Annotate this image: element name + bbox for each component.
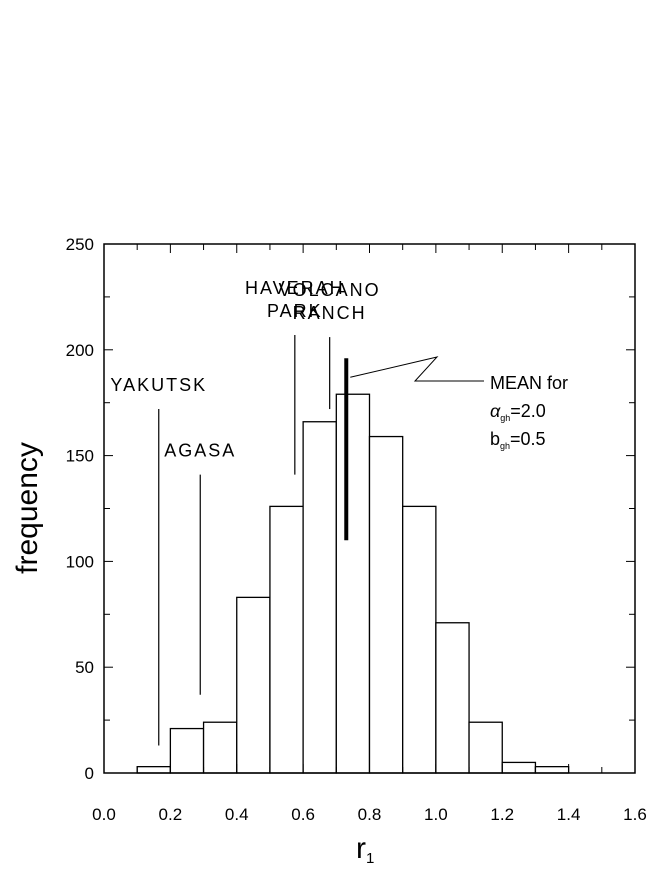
x-tick-label-2: 0.4 bbox=[225, 805, 249, 824]
histogram-bars bbox=[136, 393, 570, 774]
x-axis-title-main: r bbox=[356, 832, 366, 865]
histogram-bar-4 bbox=[269, 505, 304, 774]
alpha-symbol: α bbox=[490, 401, 501, 421]
y-tick-label-3: 150 bbox=[66, 447, 94, 466]
histogram-bar-3 bbox=[236, 596, 271, 774]
alpha-subscript: gh bbox=[500, 413, 510, 423]
histogram-bar-9 bbox=[435, 622, 470, 774]
experiment-label-3-0: VOLCANO bbox=[279, 280, 381, 300]
alpha-value: =2.0 bbox=[510, 401, 546, 421]
y-tick-label-4: 200 bbox=[66, 341, 94, 360]
tick-labels: 0.0 0.2 0.4 0.6 0.8 1.0 1.2 1.4 1.6 0 50 100 150 200 2… bbox=[66, 235, 647, 824]
histogram-bar-1 bbox=[169, 727, 205, 774]
y-axis-title: frequency bbox=[11, 442, 44, 574]
experiment-label-1-0: AGASA bbox=[164, 441, 236, 461]
histogram-bar-0 bbox=[136, 766, 172, 774]
histogram-bar-7 bbox=[368, 435, 404, 774]
experiment-label-2-0: HAVERAH bbox=[245, 278, 345, 298]
x-tick-label-4: 0.8 bbox=[358, 805, 382, 824]
axis-ticks bbox=[103, 243, 636, 774]
x-tick-label-8: 1.6 bbox=[623, 805, 647, 824]
y-tick-label-5: 250 bbox=[66, 235, 94, 254]
histogram-bar-8 bbox=[402, 505, 437, 774]
y-tick-label-0: 0 bbox=[85, 764, 94, 783]
b-value: =0.5 bbox=[510, 429, 546, 449]
mean-label-line1: MEAN for bbox=[490, 373, 568, 393]
histogram-bar-12 bbox=[534, 766, 570, 774]
experiment-label-3-1: RANCH bbox=[293, 303, 367, 323]
x-tick-label-0: 0.0 bbox=[92, 805, 116, 824]
b-symbol: b bbox=[490, 429, 500, 449]
histogram-bar-10 bbox=[468, 721, 503, 774]
histogram-bar-11 bbox=[501, 761, 537, 774]
x-tick-label-3: 0.6 bbox=[291, 805, 315, 824]
experiment-label-2-1: PARK bbox=[267, 301, 323, 321]
mean-pointer-line bbox=[350, 356, 484, 382]
mean-label-b: bgh=0.5 bbox=[490, 429, 546, 451]
x-tick-label-7: 1.4 bbox=[557, 805, 581, 824]
histogram-bar-6 bbox=[335, 393, 371, 774]
mean-label-alpha: αgh=2.0 bbox=[490, 401, 546, 423]
x-tick-label-5: 1.0 bbox=[424, 805, 448, 824]
histogram-bar-5 bbox=[302, 421, 337, 774]
y-tick-label-1: 50 bbox=[75, 658, 94, 677]
x-axis-title-subscript: 1 bbox=[366, 850, 374, 867]
x-axis-title: r1 bbox=[356, 832, 374, 867]
mean-marker-group: MEAN for αgh=2.0 bgh=0.5 bbox=[344, 356, 568, 541]
x-tick-label-1: 0.2 bbox=[159, 805, 183, 824]
x-tick-label-6: 1.2 bbox=[490, 805, 514, 824]
y-tick-label-2: 100 bbox=[66, 552, 94, 571]
b-subscript: gh bbox=[500, 441, 510, 451]
experiment-label-0-0: YAKUTSK bbox=[110, 375, 207, 395]
histogram-bar-2 bbox=[202, 721, 238, 774]
